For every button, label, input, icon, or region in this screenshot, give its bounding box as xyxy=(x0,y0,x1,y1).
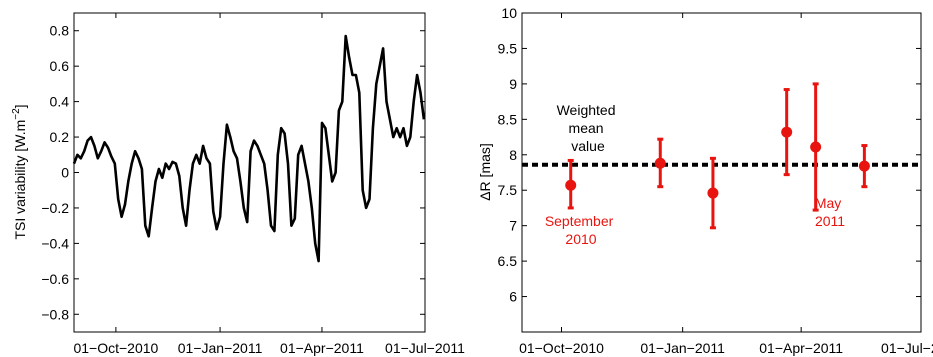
tsi-y-tick-label: −0.6 xyxy=(41,271,69,287)
tsi-y-axis-title-main: TSI variability [W.m xyxy=(12,120,28,240)
delta-r-panel: 6 6.5 7 7.5 8 8.5 9 9.5 10 01−Oct−2010 01−Jan−2011… xyxy=(477,5,933,356)
delta-r-y-tick-label: 6.5 xyxy=(498,253,518,269)
may-annotation: May 2011 xyxy=(815,195,845,229)
delta-r-y-tick-label: 9 xyxy=(509,76,517,92)
tsi-series-line xyxy=(72,34,426,263)
tsi-y-axis-title-sup: −2 xyxy=(11,108,22,120)
delta-r-x-tick-label: 01−Oct−2010 xyxy=(519,340,604,356)
delta-r-plot-frame xyxy=(521,12,922,333)
september-annotation-line1: September xyxy=(545,213,614,229)
data-point xyxy=(565,179,577,191)
data-point xyxy=(707,187,719,199)
tsi-y-tick-label: 0.4 xyxy=(50,94,70,110)
data-point xyxy=(781,126,793,138)
delta-r-y-tick-label: 8.5 xyxy=(498,111,518,127)
tsi-y-tick-label: −0.2 xyxy=(41,200,69,216)
tsi-y-tick-label: 0.6 xyxy=(50,58,70,74)
september-annotation: September 2010 xyxy=(545,213,617,247)
may-annotation-line1: May xyxy=(815,195,841,211)
delta-r-y-tick-label: 8 xyxy=(509,147,517,163)
delta-r-y-tick-label: 7 xyxy=(509,218,517,234)
delta-r-y-axis-title: ΔR [mas] xyxy=(477,143,493,201)
delta-r-ticks: 6 6.5 7 7.5 8 8.5 9 9.5 10 01−Oct−2010 01−Jan−2011… xyxy=(498,5,933,356)
september-annotation-line2: 2010 xyxy=(565,231,596,247)
tsi-x-tick-label: 01−Jul−2011 xyxy=(385,340,465,356)
tsi-y-tick-label: −0.4 xyxy=(41,235,69,251)
delta-r-x-tick-label: 01−Jul−2011 xyxy=(881,340,933,356)
tsi-y-axis-title-end: ] xyxy=(12,104,28,108)
mean-annotation: Weighted mean value xyxy=(557,102,620,154)
tsi-y-tick-label: 0.2 xyxy=(50,129,70,145)
mean-annotation-line2: mean xyxy=(569,120,604,136)
delta-r-x-tick-label: 01−Apr−2011 xyxy=(759,340,843,356)
tsi-y-tick-label: 0.8 xyxy=(50,23,70,39)
tsi-x-tick-label: 01−Oct−2010 xyxy=(73,340,158,356)
data-point xyxy=(810,141,822,153)
delta-r-y-tick-label: 7.5 xyxy=(498,182,518,198)
delta-r-points xyxy=(565,82,870,230)
tsi-panel: −0.8 −0.6 −0.4 −0.2 0 0.2 0.4 0.6 0.8 01−Oct−2010… xyxy=(11,12,465,356)
may-annotation-line2: 2011 xyxy=(815,213,845,229)
tsi-y-axis-title: TSI variability [W.m−2] xyxy=(11,104,28,239)
tsi-ticks: −0.8 −0.6 −0.4 −0.2 0 0.2 0.4 0.6 0.8 01−Oct−2010… xyxy=(41,13,465,356)
tsi-y-tick-label: −0.8 xyxy=(41,306,69,322)
data-point xyxy=(654,157,666,169)
mean-annotation-line3: value xyxy=(571,138,605,154)
delta-r-y-tick-label: 10 xyxy=(501,5,517,21)
delta-r-y-tick-label: 6 xyxy=(509,289,517,305)
delta-r-y-tick-label: 9.5 xyxy=(498,40,518,56)
mean-annotation-line1: Weighted xyxy=(557,102,616,118)
data-point xyxy=(858,160,870,172)
delta-r-x-tick-label: 01−Jan−2011 xyxy=(640,340,725,356)
tsi-y-tick-label: 0 xyxy=(61,165,69,181)
tsi-x-tick-label: 01−Jan−2011 xyxy=(178,340,263,356)
tsi-x-tick-label: 01−Apr−2011 xyxy=(280,340,364,356)
